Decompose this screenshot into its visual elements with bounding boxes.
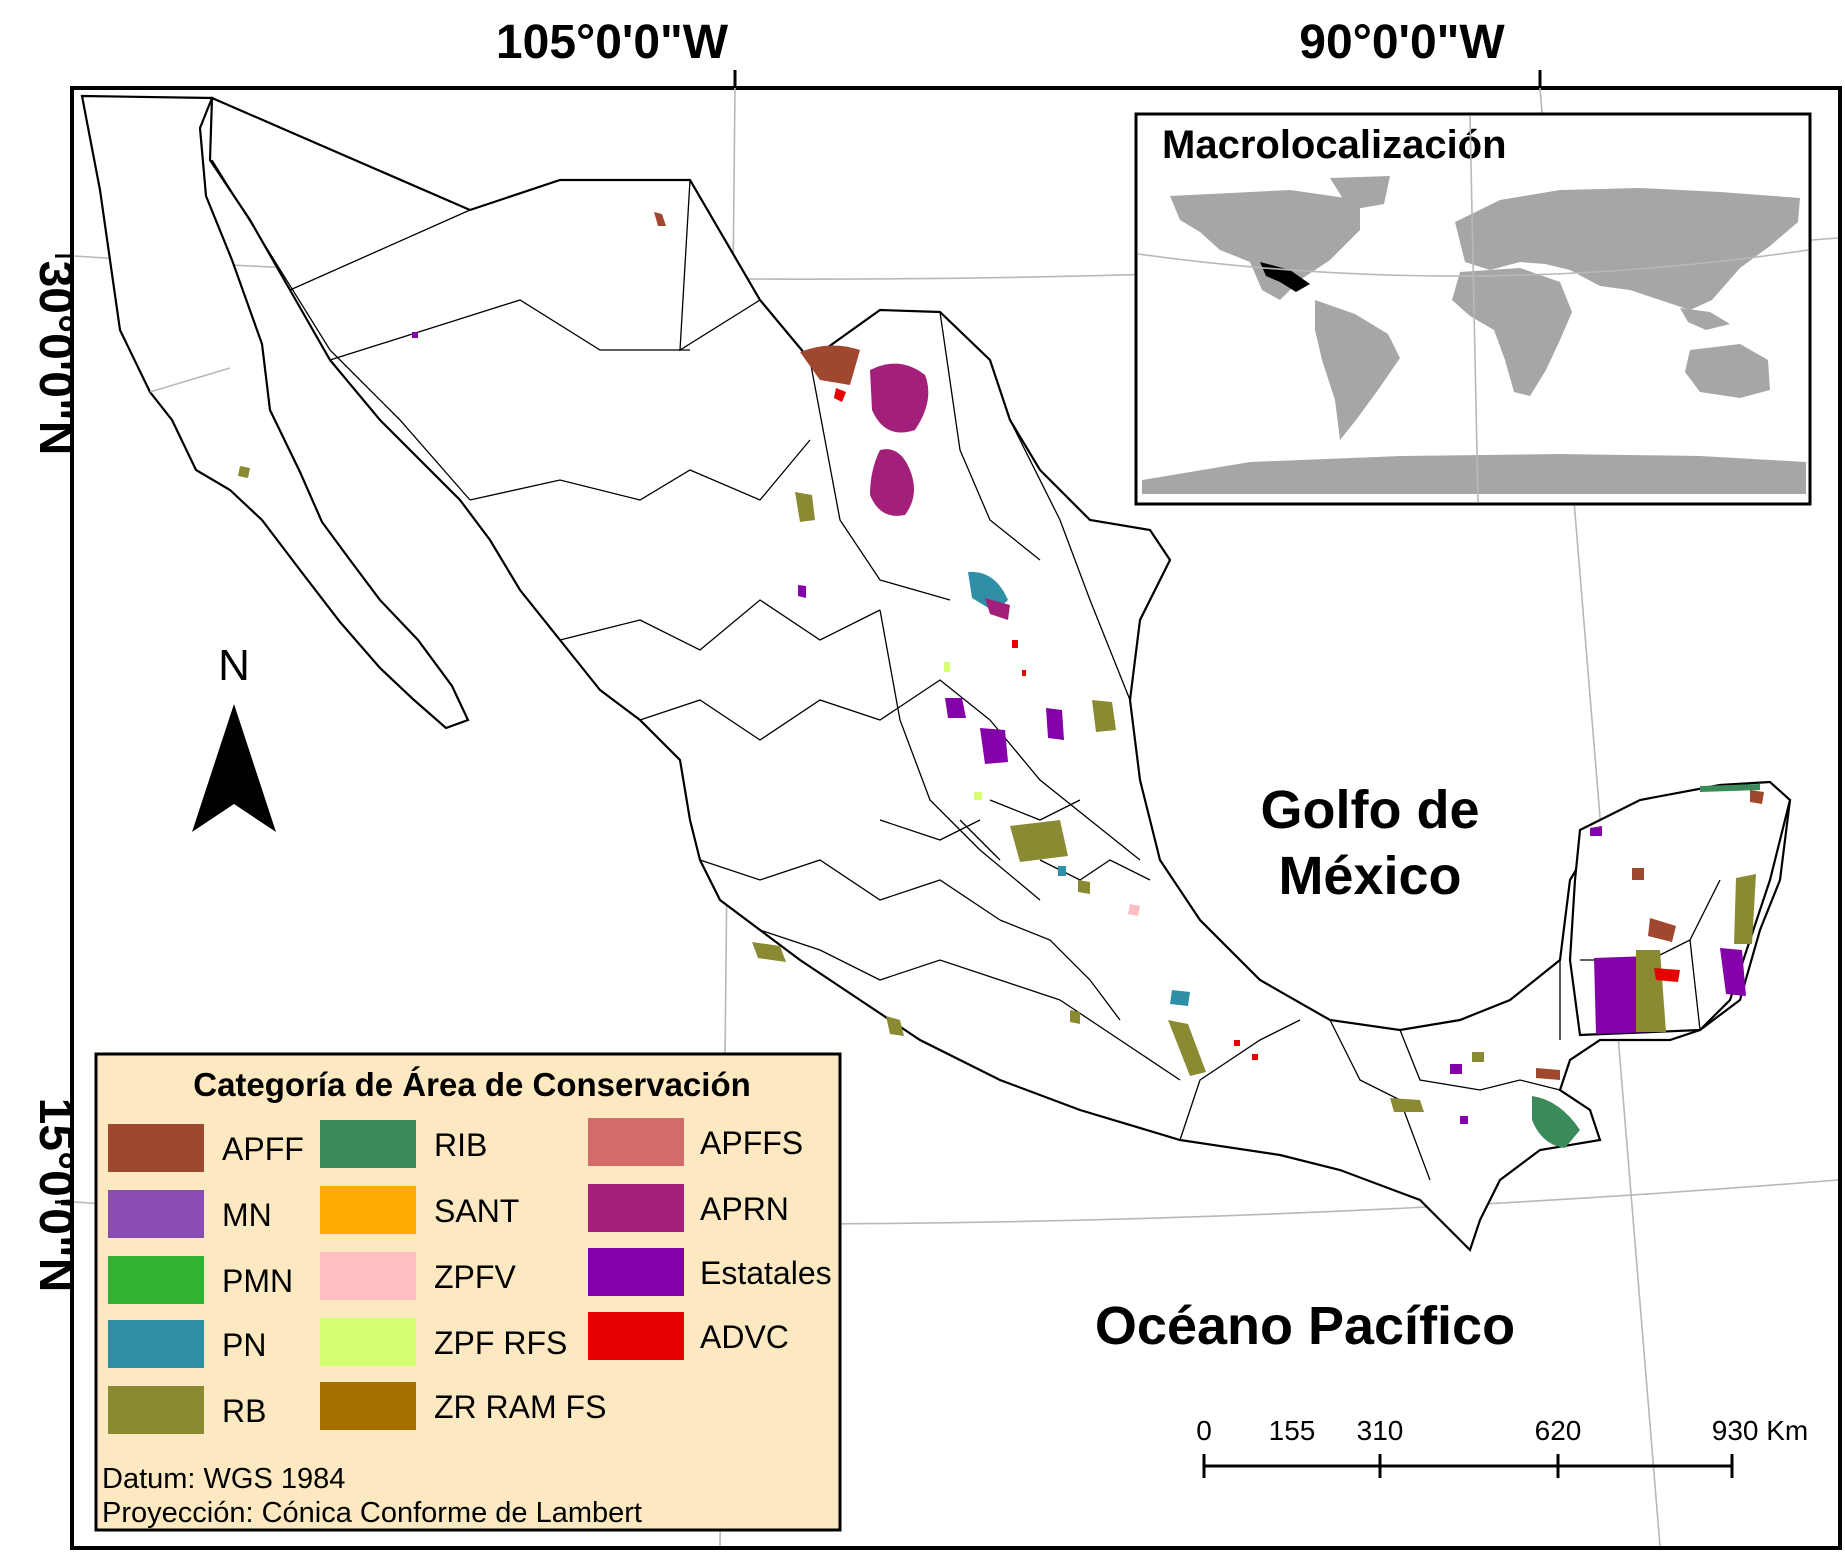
legend-swatch-rib xyxy=(320,1120,416,1168)
mexico-highlight xyxy=(1260,262,1310,292)
gulf-label-line2: México xyxy=(1278,846,1461,906)
legend-swatch-estatales xyxy=(588,1248,684,1296)
legend-label-rb: RB xyxy=(222,1393,266,1429)
legend-swatch-zpf-rfs xyxy=(320,1318,416,1366)
legend-swatch-pmn xyxy=(108,1256,204,1304)
legend-label-pn: PN xyxy=(222,1327,266,1363)
legend-swatch-sant xyxy=(320,1186,416,1234)
legend-label-zr-ram-fs: ZR RAM FS xyxy=(434,1389,606,1425)
legend-label-zpfv: ZPFV xyxy=(434,1259,516,1295)
legend-label-apffs: APFFS xyxy=(700,1125,803,1161)
legend-projection: Proyección: Cónica Conforme de Lambert xyxy=(102,1497,642,1529)
legend-swatch-mn xyxy=(108,1190,204,1238)
scale-label-155: 155 xyxy=(1269,1415,1316,1446)
legend-swatch-advc xyxy=(588,1312,684,1360)
legend-swatch-zr-ram-fs xyxy=(320,1382,416,1430)
legend-label-mn: MN xyxy=(222,1197,272,1233)
scale-label-310: 310 xyxy=(1357,1415,1404,1446)
scale-label-620: 620 xyxy=(1535,1415,1582,1446)
conservation-areas xyxy=(238,212,1764,1148)
legend-label-sant: SANT xyxy=(434,1193,519,1229)
pacific-label: Océano Pacífico xyxy=(1095,1296,1515,1356)
legend-swatch-rb xyxy=(108,1386,204,1434)
scale-label-930: 930 Km xyxy=(1712,1415,1809,1446)
gulf-label-line1: Golfo de xyxy=(1261,780,1480,840)
inset-map: Macrolocalización xyxy=(1134,112,1812,506)
legend-swatch-apffs xyxy=(588,1118,684,1166)
legend-swatch-zpfv xyxy=(320,1252,416,1300)
legend-label-advc: ADVC xyxy=(700,1319,789,1355)
mexico-mainland xyxy=(208,96,1792,1253)
north-arrow: N xyxy=(192,641,276,832)
legend-label-apff: APFF xyxy=(222,1131,304,1167)
legend-datum: Datum: WGS 1984 xyxy=(102,1463,345,1495)
legend-label-rib: RIB xyxy=(434,1127,487,1163)
legend: Categoría de Área de Conservación APFF M… xyxy=(94,1052,842,1532)
inset-title: Macrolocalización xyxy=(1162,123,1507,167)
longitude-105-label: 105°0'0"W xyxy=(496,16,729,69)
longitude-90-label: 90°0'0"W xyxy=(1299,16,1505,69)
legend-label-zpf-rfs: ZPF RFS xyxy=(434,1325,567,1361)
scale-bar: 0 155 310 620 930 Km xyxy=(1196,1415,1808,1478)
legend-label-pmn: PMN xyxy=(222,1263,293,1299)
north-label: N xyxy=(218,641,250,690)
north-arrow-icon xyxy=(192,704,276,832)
world-landmass xyxy=(1142,176,1806,494)
legend-title: Categoría de Área de Conservación xyxy=(193,1066,751,1103)
legend-label-aprn: APRN xyxy=(700,1191,789,1227)
legend-box xyxy=(94,1052,842,1532)
scale-label-0: 0 xyxy=(1196,1415,1212,1446)
legend-swatch-pn xyxy=(108,1320,204,1368)
baja-california xyxy=(80,94,470,730)
legend-swatch-apff xyxy=(108,1124,204,1172)
legend-swatch-aprn xyxy=(588,1184,684,1232)
legend-label-estatales: Estatales xyxy=(700,1255,832,1291)
